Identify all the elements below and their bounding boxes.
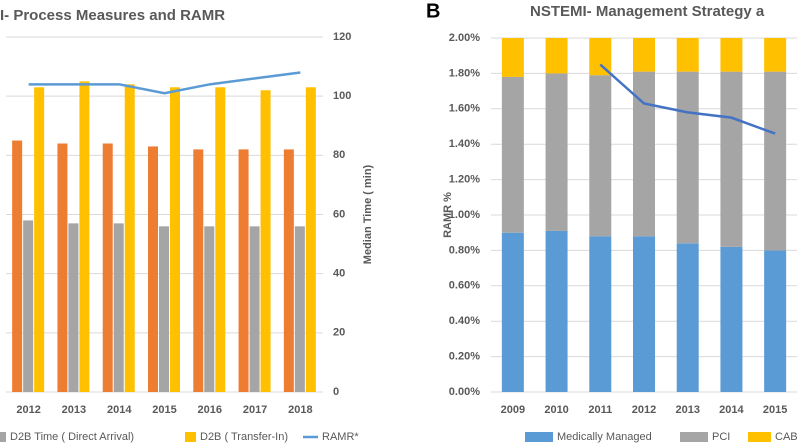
x-tick-label: 2013	[675, 404, 699, 416]
bar-segment	[764, 38, 787, 72]
bar-segment	[545, 73, 568, 231]
x-tick-label: 2015	[763, 404, 787, 416]
bar-segment	[633, 71, 655, 237]
bar	[170, 87, 180, 393]
bar-segment	[545, 230, 568, 392]
y-tick-label: 1.60%	[449, 103, 480, 115]
legend-swatch	[525, 432, 553, 442]
bar-segment	[589, 75, 612, 237]
bar-segment	[501, 76, 524, 233]
y-tick-label: 1.20%	[449, 174, 480, 186]
bar-segment	[676, 243, 699, 392]
line	[599, 63, 776, 135]
y-tick-label: 0.60%	[449, 280, 480, 292]
x-tick-label: 2012	[16, 404, 40, 416]
legend-label: CAB	[775, 431, 798, 443]
y-tick-label: 80	[333, 149, 345, 161]
bar-segment	[589, 38, 612, 76]
x-tick-label: 2016	[198, 404, 222, 416]
x-tick-label: 2017	[243, 404, 267, 416]
chart-title: I- Process Measures and RAMR	[0, 7, 225, 24]
bar	[249, 226, 260, 392]
y-tick-label: 1.00%	[449, 209, 480, 221]
bar-segment	[676, 38, 699, 72]
bar	[124, 84, 135, 392]
bar	[283, 149, 294, 392]
y-tick-label: 2.00%	[449, 32, 480, 44]
bar-segment	[720, 246, 743, 392]
legend-label: D2B Time ( Direct Arrival)	[10, 431, 134, 443]
y-tick-label: 120	[333, 31, 351, 43]
y-tick-label: 0.00%	[449, 386, 480, 398]
bar	[305, 87, 316, 393]
bar	[193, 149, 204, 392]
legend-swatch	[0, 432, 6, 442]
y-tick-label: 0	[333, 386, 339, 398]
bar	[294, 226, 305, 392]
bar-segment	[764, 71, 787, 251]
y-axis-title: Median Time ( min)	[362, 164, 374, 264]
x-tick-label: 2018	[288, 404, 312, 416]
x-tick-label: 2014	[107, 404, 132, 416]
bar	[204, 226, 215, 392]
bar	[159, 226, 169, 392]
bar-segment	[720, 71, 743, 247]
line	[28, 71, 301, 95]
y-tick-label: 60	[333, 208, 345, 220]
y-axis-title: RAMR %	[442, 192, 454, 238]
bar-segment	[501, 38, 524, 77]
legend-label: Medically Managed	[557, 431, 652, 443]
bar	[23, 220, 34, 392]
bar-segment	[545, 38, 568, 74]
y-tick-label: 0.40%	[449, 315, 480, 327]
bar-segment	[633, 38, 655, 72]
legend-label: RAMR*	[322, 431, 359, 443]
bar-segment	[764, 250, 787, 392]
y-tick-label: 0.80%	[449, 244, 480, 256]
chart-title: NSTEMI- Management Strategy a	[530, 3, 765, 20]
x-tick-label: 2014	[719, 404, 744, 416]
bar	[57, 143, 68, 392]
bar-segment	[633, 236, 655, 392]
bar-segment	[676, 71, 699, 244]
x-tick-label: 2010	[544, 404, 568, 416]
bar-segment	[501, 232, 524, 392]
y-tick-label: 100	[333, 90, 351, 102]
y-tick-label: 1.40%	[449, 138, 480, 150]
bar	[260, 90, 271, 392]
bar	[79, 81, 90, 392]
legend-label: D2B ( Transfer-In)	[200, 431, 288, 443]
x-tick-label: 2015	[152, 404, 176, 416]
bar	[12, 140, 23, 392]
y-tick-label: 40	[333, 268, 345, 280]
legend-label: PCI	[712, 431, 730, 443]
legend-swatch	[185, 432, 196, 442]
y-tick-label: 1.80%	[449, 67, 480, 79]
x-tick-label: 2012	[632, 404, 656, 416]
bar	[34, 87, 45, 393]
bar	[215, 87, 226, 393]
x-tick-label: 2013	[62, 404, 86, 416]
legend-swatch	[748, 432, 771, 442]
bar	[238, 149, 249, 392]
bar	[148, 146, 158, 392]
panel-label: B	[426, 0, 440, 22]
bar-segment	[589, 236, 612, 392]
bar	[102, 143, 113, 392]
bar-segment	[720, 38, 743, 72]
x-tick-label: 2009	[501, 404, 525, 416]
x-tick-label: 2011	[588, 404, 612, 416]
bar	[113, 223, 124, 392]
bar	[68, 223, 79, 392]
y-tick-label: 0.20%	[449, 351, 480, 363]
legend-swatch	[680, 432, 708, 442]
y-tick-label: 20	[333, 327, 345, 339]
